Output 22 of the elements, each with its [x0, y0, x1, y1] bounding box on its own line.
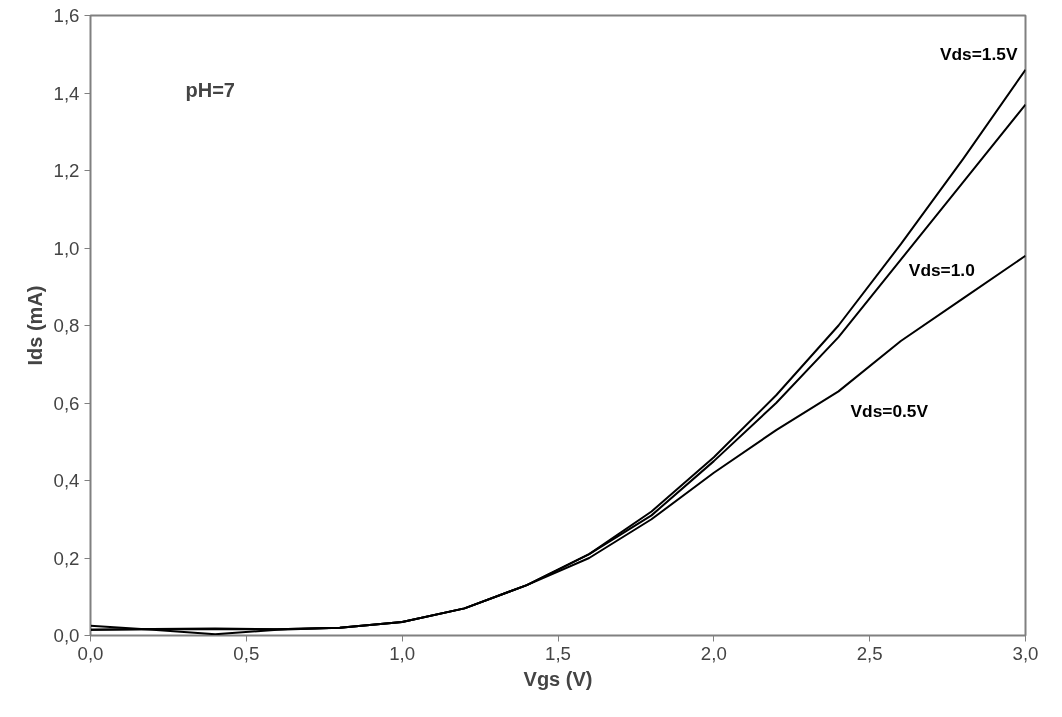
y-tick-label: 0,2	[53, 547, 80, 569]
x-tick-label: 2,5	[856, 642, 883, 664]
y-tick-label: 0,0	[53, 625, 80, 646]
x-tick-label: 3,0	[1012, 642, 1039, 664]
x-tick-label: 0,0	[77, 642, 104, 664]
y-tick-label: 0,4	[53, 470, 80, 491]
y-tick-label: 1,0	[53, 237, 80, 259]
x-axis-title: Vgs (V)	[523, 667, 593, 690]
x-tick-label: 1,5	[545, 642, 571, 664]
y-tick-label: 0,8	[53, 315, 80, 336]
series-label: Vds=1.0	[908, 259, 975, 280]
y-tick-label: 0,6	[53, 392, 80, 414]
y-tick-label: 1,2	[53, 160, 80, 181]
y-tick-label: 1,4	[53, 82, 80, 104]
series-label: Vds=0.5V	[850, 401, 929, 422]
annotation: pH=7	[185, 78, 235, 101]
x-tick-label: 2,0	[700, 642, 727, 664]
series-label: Vds=1.5V	[939, 43, 1018, 64]
x-tick-label: 1,0	[389, 642, 416, 664]
x-tick-label: 0,5	[233, 642, 260, 664]
y-axis-title: Ids (mA)	[23, 285, 46, 366]
y-tick-label: 1,6	[53, 5, 80, 26]
